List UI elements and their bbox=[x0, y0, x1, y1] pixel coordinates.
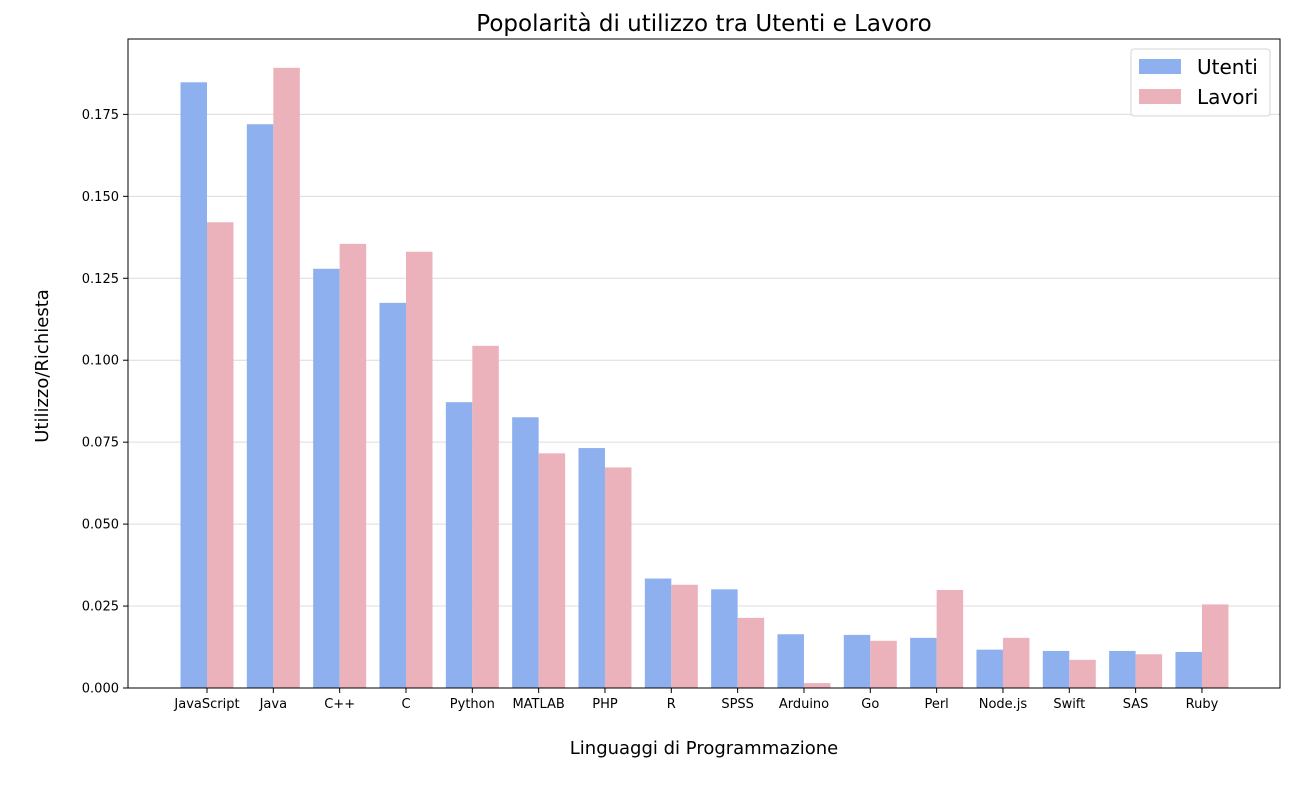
bars bbox=[180, 67, 1229, 689]
legend-label-utenti: Utenti bbox=[1197, 55, 1258, 79]
x-tick-label: C++ bbox=[324, 697, 355, 712]
plot-frame bbox=[127, 38, 1281, 689]
x-tick-label: Ruby bbox=[1186, 697, 1219, 712]
bar-utenti-c bbox=[379, 302, 406, 688]
bar-utenti-spss bbox=[711, 589, 738, 688]
x-tick-label: C bbox=[401, 697, 410, 712]
x-axis: JavaScript Java C++ C Python MATLAB PHP R SPSS Ar… bbox=[173, 688, 1219, 712]
bar-lavori-perl bbox=[936, 589, 964, 688]
y-axis-label: Utilizzo/Richiesta bbox=[32, 289, 53, 443]
y-tick-label: 0.150 bbox=[82, 190, 119, 205]
bar-utenti-ruby bbox=[1175, 651, 1202, 688]
bar-utenti-swift bbox=[1042, 650, 1070, 688]
bar-lavori-python bbox=[472, 345, 499, 688]
bar-utenti-python bbox=[445, 402, 473, 688]
x-tick-label: SAS bbox=[1123, 697, 1149, 712]
y-tick-label: 0.100 bbox=[82, 354, 119, 369]
x-tick-label: Go bbox=[861, 697, 879, 712]
bar-lavori-spss bbox=[737, 617, 765, 688]
bar-lavori-sas bbox=[1135, 654, 1163, 688]
chart-title: Popolarità di utilizzo tra Utenti e Lavo… bbox=[476, 11, 931, 37]
y-tick-label: 0.175 bbox=[82, 108, 119, 123]
y-tick-label: 0.050 bbox=[82, 518, 119, 533]
x-tick-label: Python bbox=[450, 697, 495, 712]
bar-utenti-c bbox=[313, 268, 340, 688]
bar-lavori-c bbox=[405, 251, 433, 688]
bar-utenti-perl bbox=[910, 637, 937, 688]
legend-swatch-lavori bbox=[1139, 89, 1181, 104]
y-tick-label: 0.125 bbox=[82, 272, 119, 287]
y-axis: 0.000 0.025 0.050 0.075 0.100 0.125 0.150 0.175 bbox=[82, 108, 128, 697]
x-tick-label: JavaScript bbox=[173, 697, 239, 712]
x-tick-label: Java bbox=[259, 697, 287, 712]
bar-lavori-swift bbox=[1069, 659, 1096, 688]
bar-utenti-r bbox=[644, 578, 672, 688]
x-tick-label: PHP bbox=[592, 697, 618, 712]
bar-utenti-go bbox=[843, 634, 871, 688]
bar-utenti-php bbox=[578, 448, 605, 688]
bar-utenti-arduino bbox=[777, 634, 804, 688]
x-tick-label: MATLAB bbox=[512, 697, 564, 712]
bar-utenti-sas bbox=[1109, 650, 1136, 688]
legend-swatch-utenti bbox=[1139, 59, 1181, 74]
y-tick-label: 0.025 bbox=[82, 600, 119, 615]
bar-lavori-go bbox=[870, 640, 897, 688]
bar-lavori-ruby bbox=[1201, 604, 1229, 688]
bar-lavori-php bbox=[604, 467, 632, 688]
legend-label-lavori: Lavori bbox=[1197, 85, 1258, 109]
bar-lavori-javascript bbox=[207, 222, 234, 688]
bar-lavori-r bbox=[671, 584, 698, 688]
grid-lines bbox=[128, 113, 1280, 689]
x-tick-label: Node.js bbox=[979, 697, 1028, 712]
x-tick-label: Arduino bbox=[779, 697, 829, 712]
x-tick-label: SPSS bbox=[721, 697, 754, 712]
bar-utenti-nodejs bbox=[976, 649, 1003, 688]
bar-lavori-c bbox=[339, 243, 367, 688]
y-tick-label: 0.075 bbox=[82, 436, 119, 451]
y-tick-label: 0.000 bbox=[82, 682, 119, 697]
x-tick-label: R bbox=[667, 697, 676, 712]
x-tick-label: Swift bbox=[1053, 697, 1085, 712]
x-axis-label: Linguaggi di Programmazione bbox=[570, 738, 838, 759]
bar-lavori-matlab bbox=[538, 453, 566, 688]
bar-lavori-arduino bbox=[803, 683, 831, 688]
legend: Utenti Lavori bbox=[1130, 48, 1271, 117]
bar-lavori-java bbox=[273, 67, 300, 689]
bar-lavori-nodejs bbox=[1002, 637, 1030, 688]
bar-utenti-matlab bbox=[512, 417, 539, 688]
x-tick-label: Perl bbox=[924, 697, 948, 712]
bar-utenti-java bbox=[246, 124, 274, 688]
bar-utenti-javascript bbox=[180, 82, 207, 689]
